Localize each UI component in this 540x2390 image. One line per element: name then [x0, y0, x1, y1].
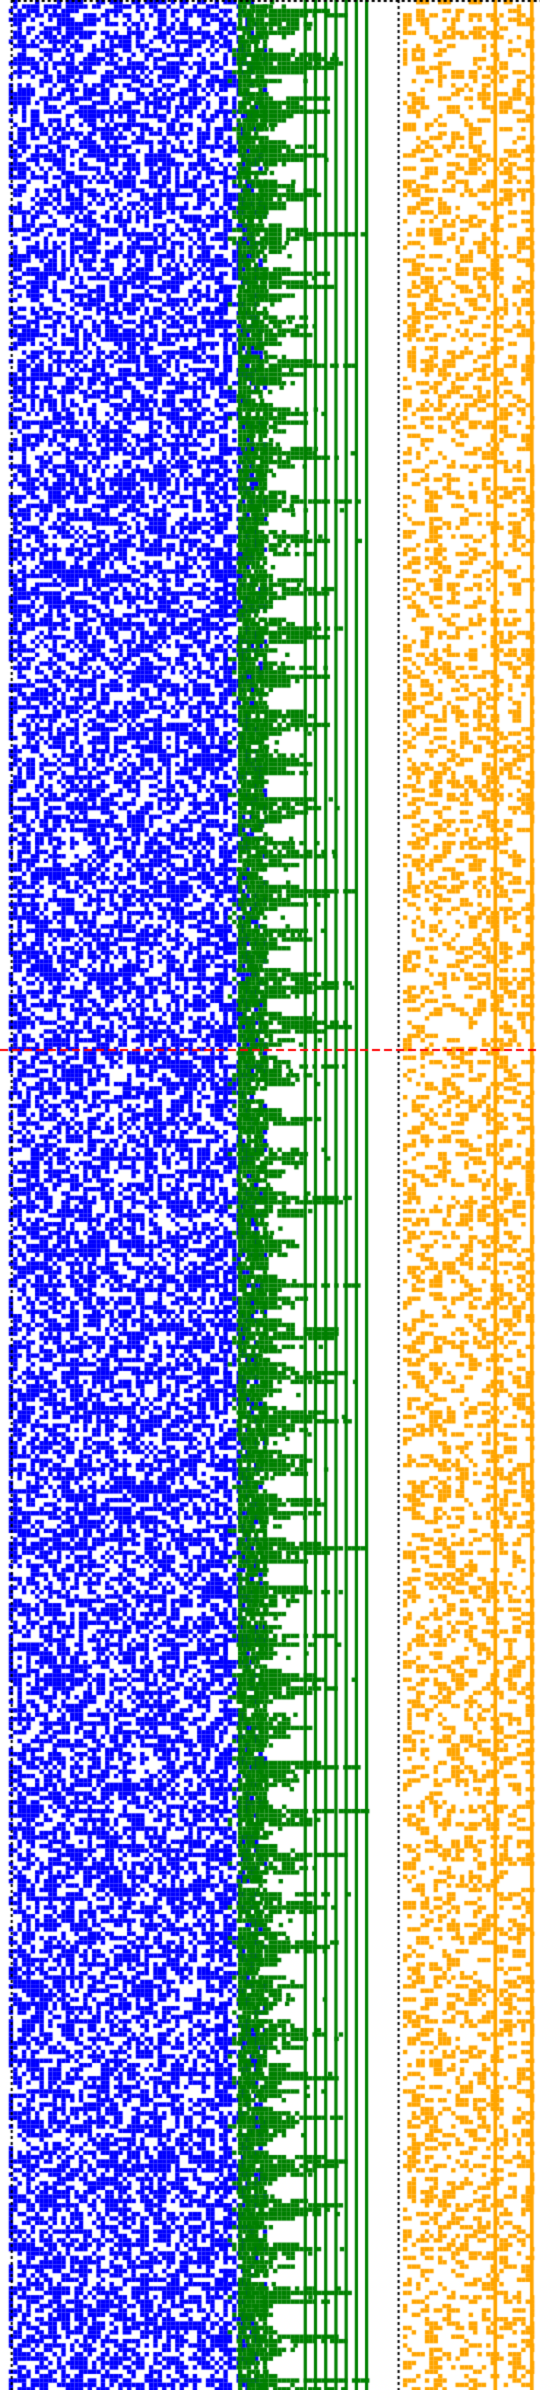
memory-access-heatmap [0, 0, 540, 2390]
